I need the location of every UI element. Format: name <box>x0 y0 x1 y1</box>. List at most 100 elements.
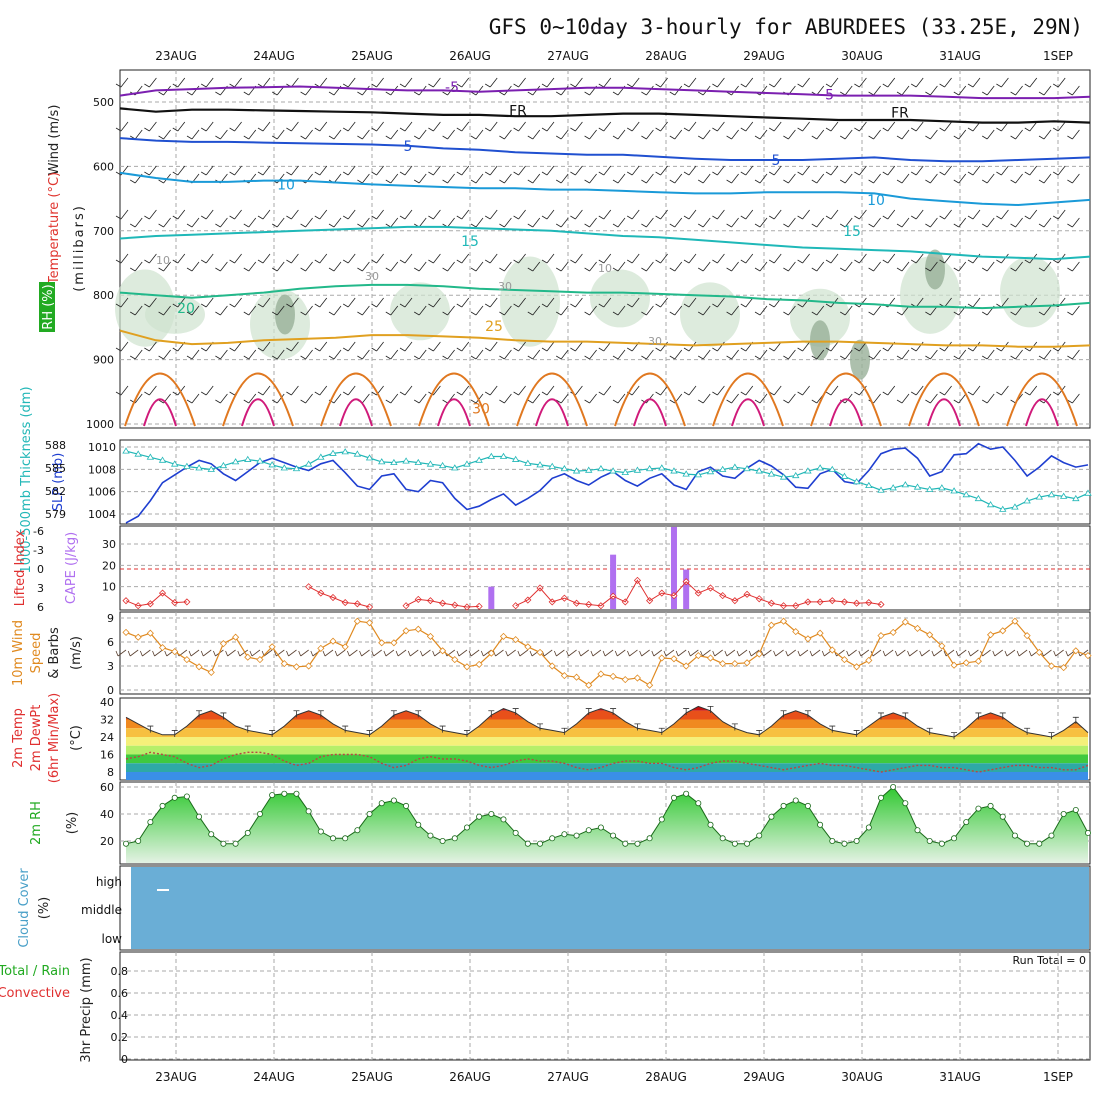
wind-barb <box>456 209 470 220</box>
wind-barb <box>371 253 384 264</box>
rh-point <box>1060 811 1067 818</box>
wind-speed-point <box>706 654 715 662</box>
rh-contour-label: 30 <box>648 335 662 348</box>
wind-barb <box>783 349 796 360</box>
rh-point <box>926 838 933 845</box>
wind-barb <box>683 77 697 88</box>
wind-barb <box>740 209 754 220</box>
isotherm-30 <box>810 372 882 427</box>
wind-barb <box>428 341 441 352</box>
wind-barb <box>712 165 725 176</box>
thickness-point <box>146 453 155 460</box>
wind-barb <box>555 393 569 404</box>
wind-speed-point <box>1023 632 1031 640</box>
cape-bar <box>488 586 495 609</box>
thickness-point <box>219 461 228 469</box>
rh-point <box>488 811 495 818</box>
wind-barb <box>286 165 299 176</box>
wind-barb <box>1067 305 1080 316</box>
wind-barb <box>314 297 328 308</box>
wind-barb <box>768 77 782 88</box>
precip-tick-label: 0.8 <box>111 965 129 978</box>
wind-barb <box>413 129 427 140</box>
rh-point <box>585 827 592 834</box>
wind-barb <box>953 129 967 140</box>
minmax-whisker <box>1072 716 1079 724</box>
day-label-top: 24AUG <box>253 49 295 63</box>
surface-wind-barb <box>955 649 967 657</box>
day-label-top: 27AUG <box>547 49 589 63</box>
thickness-point <box>1059 492 1068 499</box>
thickness-point <box>743 464 751 472</box>
wind-barb <box>314 121 328 132</box>
wind-barb <box>357 349 370 360</box>
wind-barb <box>797 385 810 396</box>
day-label-bottom: 28AUG <box>645 1070 687 1084</box>
thickness-point <box>231 458 240 465</box>
wind-barb <box>186 85 200 96</box>
wind-speed-point <box>487 649 495 657</box>
thickness-point <box>499 452 508 459</box>
wind-barb <box>584 305 597 316</box>
wind-barb <box>570 165 583 176</box>
thickness-point <box>463 460 471 467</box>
wind-barb <box>200 297 214 308</box>
precip-panel-frame <box>119 951 1091 1061</box>
minmax-whisker <box>439 725 446 733</box>
wind-speed-point <box>402 627 410 635</box>
rh-shading-dark <box>925 249 945 290</box>
wind-barb <box>896 393 910 404</box>
wind-barb <box>229 253 242 264</box>
wind-barb <box>385 349 399 360</box>
minmax-whisker <box>658 727 665 735</box>
wind-barb <box>783 129 796 140</box>
wind-barb <box>839 261 853 272</box>
wind-barb <box>1067 349 1080 360</box>
wind-barb <box>286 385 299 396</box>
precip-axis-labels: 3hr Precip (mm) Total / Rain Convective … <box>0 954 1086 1063</box>
thickness-point <box>292 464 301 472</box>
surface-wind-barb <box>724 649 736 657</box>
wind-barb <box>328 261 342 272</box>
wind-barb <box>229 209 242 220</box>
wind-barb <box>484 297 498 308</box>
rh-point <box>537 840 544 847</box>
rh-shading <box>1000 256 1060 328</box>
wind-barb <box>953 349 967 360</box>
wind-barb <box>470 85 484 96</box>
label-slp: SLP (mb) <box>51 453 66 512</box>
wind-barb <box>428 121 441 132</box>
surface-wind-barb <box>797 649 809 657</box>
surface-wind-barb <box>663 649 675 657</box>
contour-label-p10: 10 <box>867 193 885 209</box>
cape-tick-label: 20 <box>102 559 116 572</box>
wind-barb <box>215 129 228 140</box>
tick-layer: 23AUG 23AUG 24AUG 24AUG 25AUG 25AUG 26AUG 26AUG… <box>33 49 1073 1084</box>
cloud-panel-frame <box>119 865 1091 951</box>
wind-barb <box>996 209 1009 220</box>
wind-barb <box>598 297 612 308</box>
wind-barb <box>896 129 910 140</box>
wind-barb <box>598 209 612 220</box>
wind-barb <box>1024 209 1038 220</box>
rh-point <box>305 808 312 815</box>
wind-barb <box>797 165 810 176</box>
wind-barb <box>257 341 271 352</box>
contour-label-p5: 5 <box>772 153 781 169</box>
wind-barb <box>996 253 1009 264</box>
wind-speed-point <box>305 662 313 670</box>
wind-barb <box>357 217 370 228</box>
wind-speed-point <box>743 659 751 667</box>
surface-wind-barb <box>249 649 261 657</box>
wind-barb <box>243 305 257 316</box>
label-wind: Wind (m/s) <box>47 105 62 176</box>
wind-barb <box>953 173 967 184</box>
isotherm-35 <box>927 398 961 427</box>
wind-barb <box>570 297 583 308</box>
surface-wind-barb <box>712 649 723 657</box>
minmax-whisker <box>488 710 495 718</box>
li-line <box>405 598 480 608</box>
temp-band <box>126 728 1088 737</box>
li-point <box>122 597 130 605</box>
rh-tick-label: 20 <box>100 835 114 848</box>
